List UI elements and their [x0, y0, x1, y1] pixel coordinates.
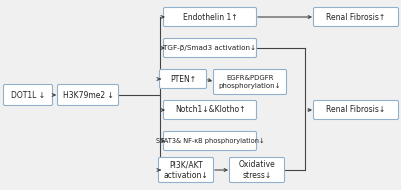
FancyBboxPatch shape — [164, 131, 257, 150]
FancyBboxPatch shape — [160, 70, 207, 89]
FancyBboxPatch shape — [213, 70, 286, 94]
FancyBboxPatch shape — [164, 101, 257, 120]
Text: DOT1L ↓: DOT1L ↓ — [11, 90, 45, 100]
Text: STAT3& NF-κB phosphorylation↓: STAT3& NF-κB phosphorylation↓ — [156, 138, 264, 144]
FancyBboxPatch shape — [314, 101, 399, 120]
FancyBboxPatch shape — [4, 85, 53, 105]
Text: Notch1↓&Klotho↑: Notch1↓&Klotho↑ — [175, 105, 245, 115]
Text: Endothelin 1↑: Endothelin 1↑ — [183, 13, 237, 21]
FancyBboxPatch shape — [158, 158, 213, 183]
FancyBboxPatch shape — [229, 158, 284, 183]
FancyBboxPatch shape — [164, 39, 257, 58]
FancyBboxPatch shape — [164, 7, 257, 26]
Text: EGFR&PDGFR
phosphorylation↓: EGFR&PDGFR phosphorylation↓ — [219, 75, 281, 89]
FancyBboxPatch shape — [57, 85, 119, 105]
Text: Renal Fibrosis↑: Renal Fibrosis↑ — [326, 13, 386, 21]
Text: TGF-β/Smad3 activation↓: TGF-β/Smad3 activation↓ — [164, 45, 257, 51]
Text: Renal Fibrosis↓: Renal Fibrosis↓ — [326, 105, 386, 115]
FancyBboxPatch shape — [314, 7, 399, 26]
Text: PTEN↑: PTEN↑ — [170, 74, 196, 83]
Text: H3K79me2 ↓: H3K79me2 ↓ — [63, 90, 113, 100]
Text: PI3K/AKT
activation↓: PI3K/AKT activation↓ — [164, 160, 209, 180]
Text: Oxidative
stress↓: Oxidative stress↓ — [239, 160, 275, 180]
